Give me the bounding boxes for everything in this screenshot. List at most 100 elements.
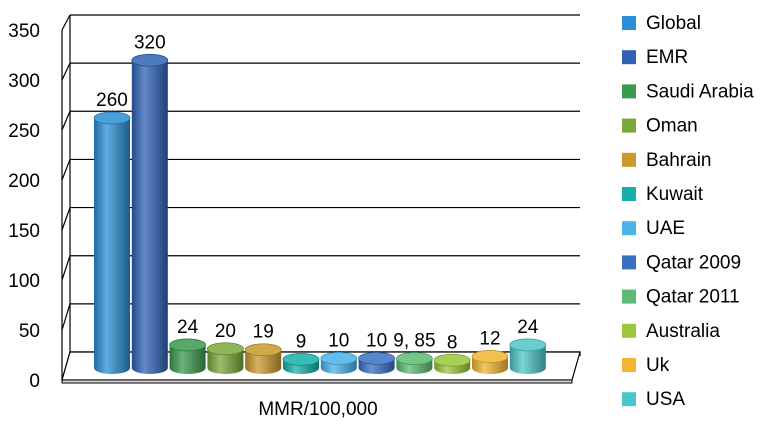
- legend-label: Australia: [646, 321, 720, 342]
- y-tick-label: 250: [8, 121, 40, 142]
- data-label: 8: [447, 332, 458, 353]
- bar-uk: [471, 350, 509, 374]
- bars: [93, 53, 547, 375]
- bar-top: [206, 342, 244, 356]
- legend-item: Australia: [622, 321, 720, 342]
- legend-item: UAE: [622, 218, 685, 239]
- bar-top: [358, 351, 396, 365]
- bar-top: [509, 338, 547, 352]
- legend-label: Qatar 2011: [646, 287, 740, 308]
- legend-swatch: [622, 323, 636, 338]
- legend-item: Kuwait: [622, 184, 704, 205]
- floor-edge: [61, 379, 573, 384]
- x-axis-title: MMR/100,000: [258, 399, 377, 420]
- gridline-side: [61, 303, 71, 331]
- legend-label: Saudi Arabia: [646, 81, 754, 102]
- bar-top: [169, 338, 207, 352]
- bar-top: [471, 350, 509, 363]
- bar-oman: [206, 342, 244, 374]
- legend: Global EMR Saudi Arabia Oman Bahrain Kuwait UA…: [622, 13, 754, 410]
- legend-swatch: [622, 255, 636, 270]
- bar-body: [207, 348, 244, 374]
- legend-swatch: [622, 187, 636, 201]
- y-tick-label: 200: [8, 171, 40, 192]
- bar-top: [395, 352, 433, 365]
- bar-global: [93, 111, 131, 374]
- gridline-side: [61, 111, 71, 131]
- legend-item: Uk: [622, 355, 670, 376]
- y-tick-label: 150: [8, 221, 40, 242]
- bar-saudi-arabia: [169, 338, 207, 374]
- y-tick-label: 50: [19, 321, 40, 342]
- bar-top: [433, 353, 471, 367]
- legend-label: EMR: [646, 47, 688, 68]
- gridline-side: [61, 255, 71, 281]
- legend-label: Oman: [646, 116, 698, 137]
- legend-item: USA: [622, 389, 685, 410]
- legend-item: Qatar 2009: [622, 252, 741, 273]
- data-label: 9: [296, 331, 307, 352]
- gridline-side: [61, 62, 71, 81]
- legend-label: Qatar 2009: [646, 252, 741, 273]
- legend-label: Bahrain: [646, 150, 712, 171]
- bar-body: [169, 344, 206, 374]
- data-label: 24: [177, 317, 199, 338]
- bar-body: [131, 60, 168, 375]
- data-label: 10: [328, 330, 349, 351]
- gridline-side: [61, 159, 71, 181]
- bar-uae: [320, 351, 358, 374]
- y-tick-label: 100: [8, 271, 40, 292]
- bar-top: [282, 352, 320, 366]
- legend-swatch: [622, 358, 636, 372]
- y-tick-label: 350: [8, 21, 40, 42]
- y-axis: 0 50 100 150 200 250 300 350: [8, 21, 63, 392]
- data-label: 10: [366, 330, 387, 351]
- bar-qatar-2009: [358, 351, 396, 374]
- legend-label: UAE: [646, 218, 685, 239]
- data-label: 24: [517, 317, 539, 338]
- legend-label: Uk: [646, 355, 670, 376]
- gridline-side: [61, 207, 71, 231]
- gridline-side: [61, 14, 71, 31]
- legend-item: Saudi Arabia: [622, 81, 754, 102]
- legend-item: EMR: [622, 47, 688, 68]
- bar-qatar-2011: [395, 352, 433, 374]
- legend-swatch: [622, 50, 636, 65]
- legend-item: Bahrain: [622, 150, 712, 171]
- bar-top: [244, 343, 282, 357]
- y-tick-label: 300: [8, 71, 40, 92]
- legend-swatch: [622, 118, 636, 133]
- legend-label: USA: [646, 389, 685, 410]
- legend-label: Kuwait: [646, 184, 704, 205]
- data-label: 260: [96, 90, 128, 111]
- bar-top: [93, 111, 131, 125]
- legend-swatch: [622, 152, 636, 167]
- legend-swatch: [622, 84, 636, 99]
- legend-swatch: [622, 16, 636, 30]
- legend-swatch: [622, 289, 636, 304]
- data-label: 20: [215, 321, 236, 342]
- legend-item: Global: [622, 13, 701, 34]
- data-label: 12: [479, 328, 500, 349]
- data-label: 9, 85: [393, 331, 435, 352]
- bar-usa: [509, 338, 547, 374]
- legend-item: Qatar 2011: [622, 287, 740, 308]
- bar-top: [131, 53, 169, 67]
- bar-kuwait: [282, 352, 320, 374]
- bar-body: [245, 349, 282, 374]
- y-tick-label: 0: [29, 371, 40, 392]
- bar-top: [320, 351, 358, 365]
- bar-body: [509, 344, 546, 374]
- bar-body: [94, 118, 130, 374]
- bar-bahrain: [244, 343, 282, 374]
- legend-swatch: [622, 221, 636, 236]
- legend-item: Oman: [622, 116, 698, 137]
- bar-emr: [131, 53, 169, 375]
- legend-label: Global: [646, 13, 701, 34]
- data-label: 19: [253, 322, 274, 343]
- legend-swatch: [622, 392, 636, 407]
- data-labels: 260 320 24 20 19 9 10 10 9, 85 8 12 24: [96, 32, 539, 353]
- data-label: 320: [134, 32, 166, 53]
- bar-australia: [433, 353, 471, 374]
